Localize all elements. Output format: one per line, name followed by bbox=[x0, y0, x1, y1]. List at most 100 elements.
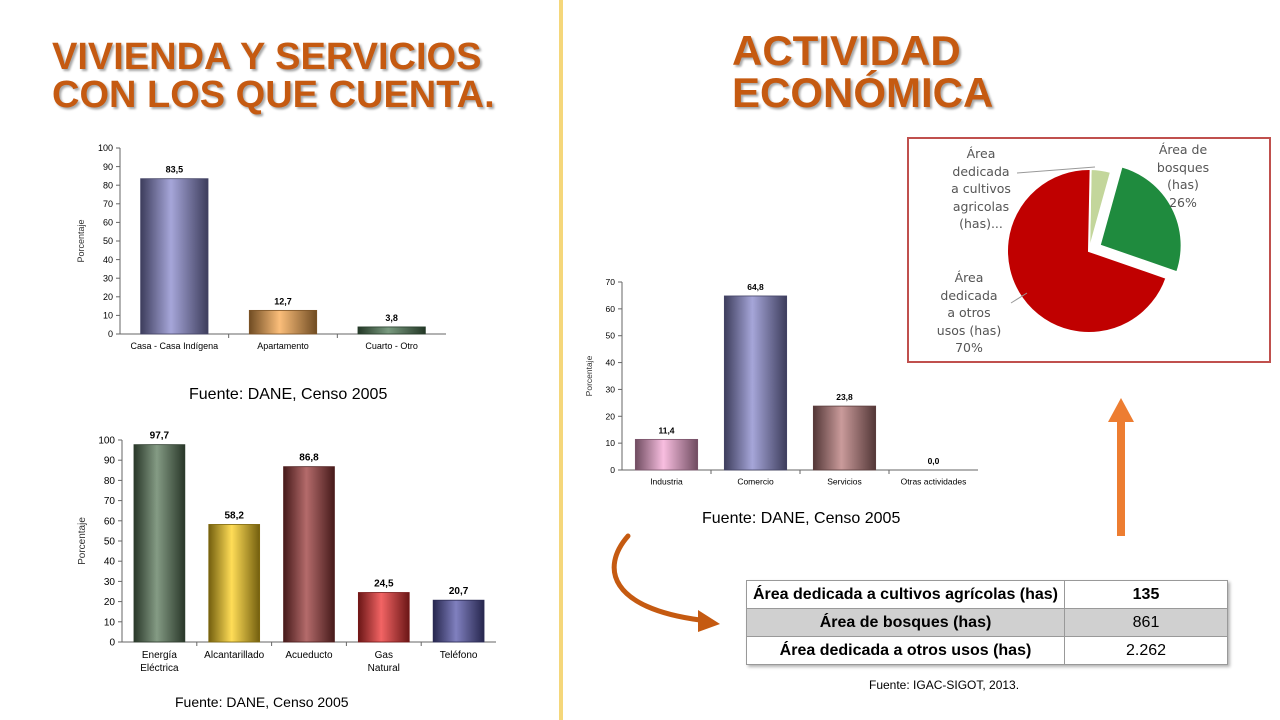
bar-value-label: 3,8 bbox=[385, 313, 398, 323]
bar bbox=[133, 444, 186, 643]
x-tick-label: Alcantarillado bbox=[204, 650, 264, 661]
bar-value-label: 11,4 bbox=[658, 425, 674, 435]
x-tick-label: Natural bbox=[368, 663, 400, 674]
y-tick-label: 0 bbox=[109, 638, 115, 649]
curved-arrow-path bbox=[611, 533, 703, 623]
y-tick-label: 100 bbox=[98, 436, 115, 447]
pie-label-cultivos: Área dedicada a cultivos agricolas (has)… bbox=[943, 145, 1019, 233]
y-tick-label: 50 bbox=[104, 537, 116, 548]
y-tick-label: 70 bbox=[104, 496, 116, 507]
bar-value-label: 83,5 bbox=[166, 165, 184, 175]
x-tick-label: Servicios bbox=[827, 477, 861, 487]
bar bbox=[432, 599, 485, 643]
bar-value-label: 64,8 bbox=[747, 282, 764, 292]
y-tick-label: 70 bbox=[103, 199, 113, 209]
pie-label-line: Área de bbox=[1158, 142, 1208, 157]
y-tick-label: 10 bbox=[103, 311, 113, 321]
x-tick-label: Apartamento bbox=[257, 341, 309, 351]
actividad-bar-chart: Porcentaje 0 10 20 30 40 50 60 70 11,4 Industria 64… bbox=[584, 277, 978, 487]
left-title-line-2: CON LOS QUE CUENTA. bbox=[52, 74, 495, 116]
bar-value-label: 97,7 bbox=[150, 431, 170, 442]
table-row: Área de bosques (has) 861 bbox=[746, 608, 1228, 637]
y-tick-label: 20 bbox=[606, 411, 616, 421]
y-tick-label: 20 bbox=[104, 597, 116, 608]
bar-value-label: 0,0 bbox=[928, 456, 940, 466]
table-cell-value: 135 bbox=[1064, 580, 1228, 609]
x-tick-label: Comercio bbox=[737, 477, 774, 487]
y-tick-label: 100 bbox=[98, 143, 113, 153]
bar-value-label: 24,5 bbox=[374, 579, 394, 590]
bar bbox=[634, 438, 699, 471]
bar-value-label: 20,7 bbox=[449, 586, 469, 597]
servicios-bar-chart: Porcentaje 0 10 20 30 40 50 60 70 80 90 100 97,7 Ener… bbox=[77, 431, 496, 674]
pie-leader-line bbox=[1016, 166, 1096, 174]
x-tick-label: Acueducto bbox=[285, 650, 333, 661]
y-axis-label: Porcentaje bbox=[584, 355, 594, 396]
y-tick-label: 60 bbox=[103, 218, 113, 228]
area-table: Área dedicada a cultivos agrícolas (has)… bbox=[746, 580, 1228, 665]
pie-label-line: Área bbox=[966, 146, 996, 161]
pie-label-otros: Área dedicada a otros usos (has) 70% bbox=[931, 269, 1007, 357]
y-tick-label: 50 bbox=[103, 236, 113, 246]
y-tick-label: 30 bbox=[103, 273, 113, 283]
right-title-line-2: ECONÓMICA bbox=[732, 69, 994, 116]
pie-label-line: dedicada bbox=[940, 287, 998, 303]
left-title: VIVIENDA Y SERVICIOS CON LOS QUE CUENTA. bbox=[52, 38, 562, 114]
y-tick-label: 40 bbox=[104, 557, 116, 568]
pie-leader-line bbox=[1010, 292, 1028, 304]
bar bbox=[208, 524, 261, 643]
table-row: Área dedicada a cultivos agrícolas (has)… bbox=[746, 580, 1228, 609]
y-tick-label: 60 bbox=[104, 516, 116, 527]
y-tick-label: 30 bbox=[104, 577, 116, 588]
x-tick-label: Eléctrica bbox=[140, 663, 179, 674]
bar bbox=[812, 405, 877, 471]
area-source: Fuente: IGAC-SIGOT, 2013. bbox=[869, 678, 1020, 692]
x-tick-label: Industria bbox=[650, 477, 683, 487]
y-tick-label: 80 bbox=[103, 180, 113, 190]
bar-value-label: 58,2 bbox=[224, 510, 244, 521]
pie-label-line: 70% bbox=[955, 340, 983, 355]
vivienda-bar-chart: Porcentaje 0 10 20 30 40 50 60 70 80 90 100 83,5 Casa… bbox=[76, 143, 446, 351]
pie-label-line: 26% bbox=[1169, 194, 1197, 210]
y-axis-label: Porcentaje bbox=[76, 219, 86, 262]
pie-label-bosques: Área de bosques (has) 26% bbox=[1145, 141, 1221, 211]
area-pie-chart bbox=[1006, 165, 1183, 334]
curved-arrow-head bbox=[698, 610, 720, 632]
x-tick-label: Energía bbox=[142, 650, 177, 661]
pie-label-line: bosques bbox=[1156, 159, 1210, 175]
up-arrow-head bbox=[1108, 398, 1134, 422]
y-tick-label: 70 bbox=[606, 277, 616, 287]
bar-value-label: 86,8 bbox=[299, 453, 319, 464]
curved-arrow-icon bbox=[611, 533, 720, 632]
y-tick-label: 80 bbox=[104, 476, 116, 487]
pie-label-line: (has)... bbox=[959, 216, 1003, 231]
bar bbox=[248, 309, 318, 335]
x-tick-label: Otras actividades bbox=[901, 477, 967, 487]
table-cell-label: Área dedicada a cultivos agrícolas (has) bbox=[746, 580, 1065, 609]
y-tick-label: 30 bbox=[606, 384, 616, 394]
pie-label-line: (has) bbox=[1167, 177, 1199, 192]
servicios-source: Fuente: DANE, Censo 2005 bbox=[175, 694, 349, 710]
y-tick-label: 40 bbox=[606, 358, 616, 368]
pie-label-line: Área bbox=[954, 270, 984, 285]
y-tick-label: 40 bbox=[103, 255, 113, 265]
pie-label-line: agricolas bbox=[952, 198, 1010, 214]
vivienda-source: Fuente: DANE, Censo 2005 bbox=[189, 386, 388, 403]
bar bbox=[140, 178, 209, 335]
x-tick-label: Cuarto - Otro bbox=[365, 341, 418, 351]
y-tick-label: 60 bbox=[606, 304, 616, 314]
y-axis-label: Porcentaje bbox=[77, 517, 88, 565]
bar bbox=[283, 466, 335, 643]
y-tick-label: 0 bbox=[610, 465, 615, 475]
y-tick-label: 90 bbox=[104, 456, 116, 467]
pie-slice bbox=[1098, 165, 1183, 274]
up-arrow-icon bbox=[1108, 398, 1134, 536]
table-cell-label: Área dedicada a otros usos (has) bbox=[746, 636, 1065, 665]
y-tick-label: 10 bbox=[104, 617, 116, 628]
section-divider bbox=[559, 0, 563, 720]
bar-value-label: 23,8 bbox=[836, 392, 853, 402]
actividad-source: Fuente: DANE, Censo 2005 bbox=[702, 510, 901, 527]
pie-label-line: usos (has) bbox=[936, 322, 1002, 338]
right-title: ACTIVIDAD ECONÓMICA bbox=[732, 30, 993, 114]
y-tick-label: 20 bbox=[103, 292, 113, 302]
